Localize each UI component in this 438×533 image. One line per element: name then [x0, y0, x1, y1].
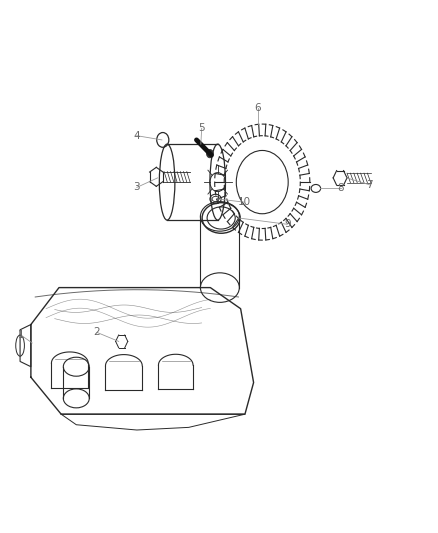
Text: 9: 9 — [284, 219, 291, 229]
Text: 7: 7 — [366, 180, 373, 190]
Circle shape — [206, 149, 213, 158]
Text: 1: 1 — [18, 330, 24, 340]
Text: 8: 8 — [338, 183, 344, 193]
Text: 10: 10 — [237, 197, 251, 207]
Text: 5: 5 — [198, 123, 205, 133]
Text: 2: 2 — [94, 327, 100, 337]
Text: 6: 6 — [254, 103, 261, 114]
Text: 3: 3 — [134, 182, 140, 192]
Text: 4: 4 — [134, 131, 140, 141]
